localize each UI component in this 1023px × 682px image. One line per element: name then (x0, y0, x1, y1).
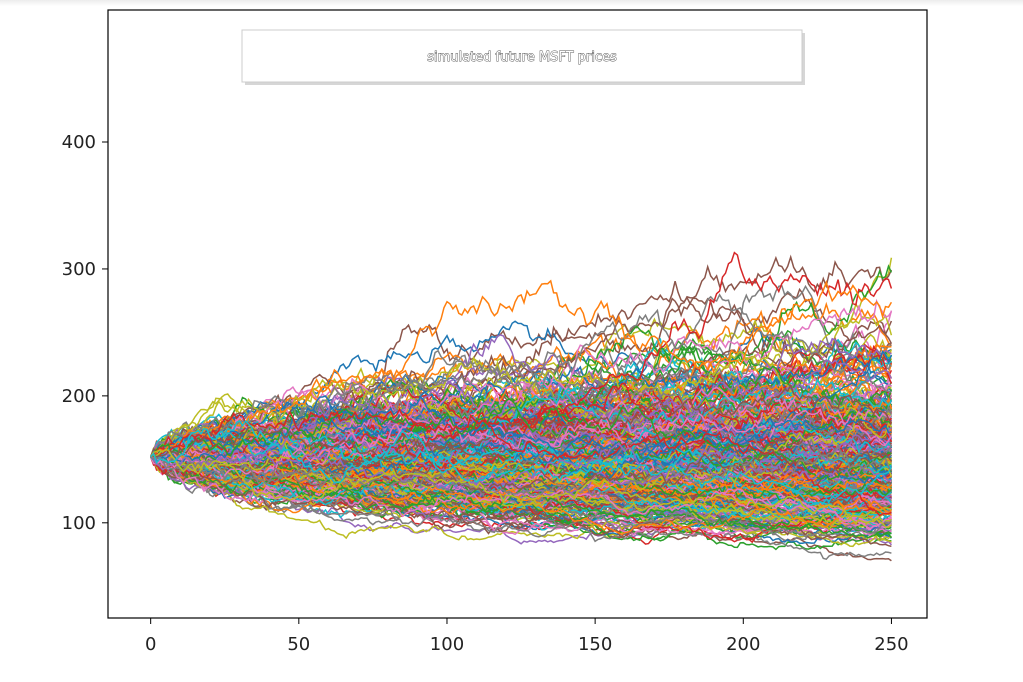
simulation-line (150, 407, 892, 476)
simulation-line (150, 279, 893, 458)
x-tick-label: 200 (726, 634, 760, 655)
legend-box (241, 29, 803, 83)
x-tick-label: 50 (287, 634, 310, 655)
simulation-line (150, 441, 892, 492)
simulation-line (150, 448, 892, 529)
simulation-line (150, 449, 892, 497)
simulation-line (150, 419, 893, 505)
plot-frame (107, 9, 928, 619)
window-top-shadow (0, 0, 1023, 6)
simulation-line (150, 251, 893, 465)
simulation-line (150, 426, 893, 495)
simulation-line (150, 365, 893, 460)
x-tick-label: 150 (578, 634, 612, 655)
simulation-line (150, 450, 892, 515)
simulation-line (150, 350, 893, 480)
y-tick-label: 100 (62, 513, 96, 534)
legend: simulated future MSFT prices (241, 29, 805, 85)
simulation-line (150, 395, 892, 463)
simulation-line (150, 418, 892, 506)
x-axis: 0 50 100 150 200 250 (145, 618, 909, 655)
simulation-lines (149, 251, 893, 562)
simulation-line (150, 386, 892, 477)
y-tick-label: 400 (62, 132, 96, 153)
simulation-line (150, 414, 892, 491)
x-tick-label: 250 (874, 634, 908, 655)
simulation-line (150, 383, 892, 492)
simulation-line (150, 382, 892, 487)
x-tick-label: 100 (430, 634, 464, 655)
y-tick-label: 200 (62, 386, 96, 407)
y-tick-label: 300 (62, 259, 96, 280)
simulation-line (150, 398, 892, 481)
y-axis: 100 200 300 400 (62, 132, 108, 534)
simulation-line (150, 298, 893, 465)
simulation-line (150, 456, 893, 530)
simulation-line (150, 428, 893, 496)
legend-label: simulated future MSFT prices (427, 50, 617, 65)
x-tick-label: 0 (145, 634, 156, 655)
